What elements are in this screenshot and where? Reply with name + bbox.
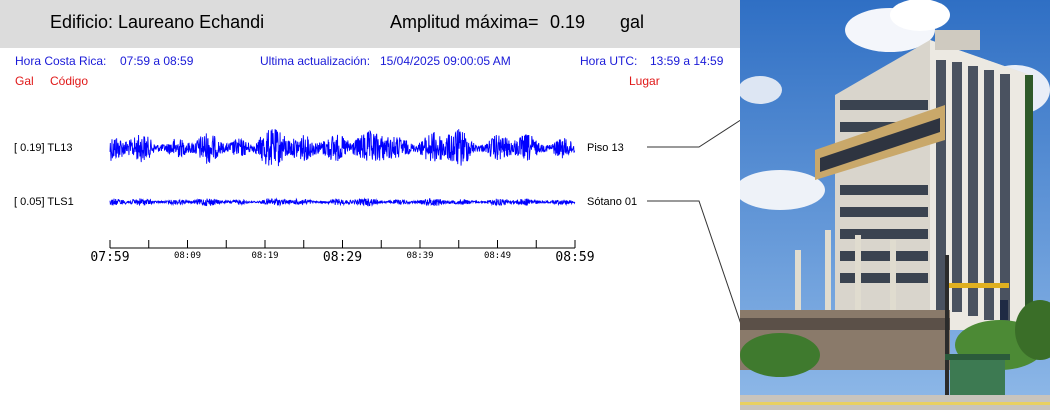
- connector-line-piso13-core: [647, 119, 740, 148]
- utc-time-label: Hora UTC:: [580, 54, 638, 68]
- connector-line-piso13: [647, 118, 740, 149]
- update-value: 15/04/2025 09:00:05 AM: [380, 54, 511, 68]
- channel-label-tls1: [ 0.05] TLS1: [14, 196, 74, 208]
- axis-tick-label: 08:49: [484, 251, 511, 261]
- axis-tick-label: 08:59: [555, 250, 594, 265]
- amplitude-value: 0.19: [550, 12, 586, 32]
- axis-tick-label: 08:19: [251, 251, 278, 261]
- building-photo: [740, 0, 1050, 410]
- local-time-range: 07:59 a 08:59: [120, 54, 194, 68]
- column-place: Lugar: [629, 74, 660, 88]
- seismogram-plot: 07:59 08:09 08:19 08:29 08:39 08:49 08:59: [90, 118, 740, 328]
- trace-tls1: [109, 197, 576, 207]
- channel-label-tl13: [ 0.19] TL13: [14, 142, 73, 154]
- axis-tick-label: 07:59: [90, 250, 129, 265]
- amplitude-label: Amplitud máxima=: [390, 12, 539, 32]
- column-code: Código: [50, 74, 89, 88]
- header-bar: Edificio: Laureano Echandi Amplitud máxi…: [0, 0, 740, 48]
- utc-time-range: 13:59 a 14:59: [650, 54, 724, 68]
- axis-tick-label: 08:39: [406, 251, 433, 261]
- place-label-tls1: Sótano 01: [587, 196, 638, 208]
- amplitude-unit: gal: [620, 12, 645, 32]
- connector-line-sotano01-core: [647, 200, 740, 323]
- axis-tick-label: 08:09: [174, 251, 201, 261]
- connector-line-sotano01: [647, 199, 740, 328]
- building-name: Edificio: Laureano Echandi: [50, 12, 265, 32]
- building-illustration: [740, 0, 1050, 410]
- update-label: Ultima actualización:: [260, 54, 371, 68]
- local-time-label: Hora Costa Rica:: [15, 54, 107, 68]
- column-gal: Gal: [15, 74, 34, 88]
- axis-tick-label: 08:29: [323, 250, 362, 265]
- place-label-tl13: Piso 13: [587, 142, 624, 154]
- trace-tl13: [109, 129, 576, 167]
